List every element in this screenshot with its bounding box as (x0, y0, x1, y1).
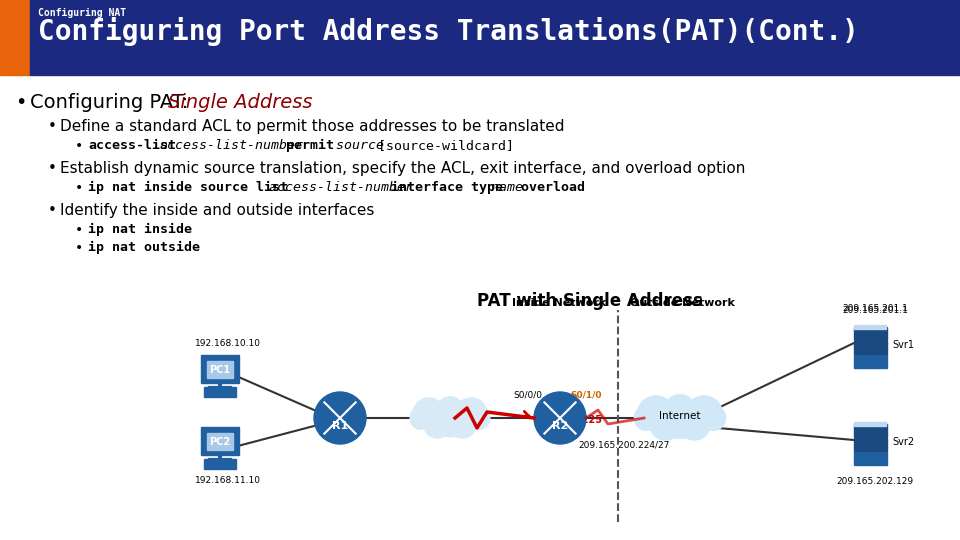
Text: Svr2: Svr2 (892, 437, 914, 447)
Text: 192.168.11.10: 192.168.11.10 (195, 476, 261, 485)
Ellipse shape (449, 413, 476, 438)
Text: ip nat inside: ip nat inside (88, 223, 192, 236)
Ellipse shape (635, 406, 659, 430)
Ellipse shape (679, 413, 709, 440)
Text: Configuring PAT:: Configuring PAT: (30, 93, 194, 112)
Text: •: • (15, 93, 26, 112)
Ellipse shape (424, 413, 450, 438)
Text: 209.165.202.129: 209.165.202.129 (836, 477, 914, 486)
Ellipse shape (702, 406, 726, 430)
Ellipse shape (686, 396, 722, 429)
Text: •: • (75, 241, 84, 255)
Circle shape (534, 392, 586, 444)
Text: 209.165.201.1: 209.165.201.1 (842, 304, 908, 313)
Text: ip nat outside: ip nat outside (88, 241, 200, 254)
FancyBboxPatch shape (204, 459, 236, 469)
Text: Single Address: Single Address (168, 93, 313, 112)
Ellipse shape (658, 397, 702, 438)
Text: Internet: Internet (660, 411, 701, 421)
Text: 192.168.10.10: 192.168.10.10 (195, 339, 261, 348)
Text: Outside Network: Outside Network (630, 298, 734, 308)
Text: Svr1: Svr1 (892, 340, 914, 350)
Text: •: • (75, 223, 84, 237)
Text: PAT with Single Address: PAT with Single Address (477, 292, 703, 310)
Text: •: • (48, 119, 57, 134)
Bar (0, 0, 30, 75)
Text: PC2: PC2 (209, 437, 230, 447)
Text: R2: R2 (552, 421, 568, 431)
Text: name: name (483, 181, 523, 194)
FancyBboxPatch shape (853, 354, 886, 368)
Text: access-list-number: access-list-number (261, 181, 413, 194)
Text: interface type: interface type (383, 181, 503, 194)
Text: S0/1/0: S0/1/0 (570, 391, 602, 400)
Ellipse shape (468, 407, 490, 429)
Text: permit: permit (278, 139, 334, 152)
Text: [source-wildcard]: [source-wildcard] (370, 139, 514, 152)
Text: •: • (48, 203, 57, 218)
Text: •: • (75, 181, 84, 195)
Text: source: source (328, 139, 384, 152)
Bar (0, 75, 960, 540)
Ellipse shape (651, 413, 681, 440)
Text: 209.165.201.1: 209.165.201.1 (842, 306, 908, 315)
Text: 209.165.200.224/27: 209.165.200.224/27 (578, 440, 669, 449)
Text: S0/0/0: S0/0/0 (514, 391, 542, 400)
Ellipse shape (638, 396, 674, 429)
FancyBboxPatch shape (853, 451, 886, 464)
Ellipse shape (431, 399, 469, 437)
FancyBboxPatch shape (201, 427, 239, 455)
Ellipse shape (413, 398, 444, 428)
FancyBboxPatch shape (207, 361, 233, 378)
Text: Establish dynamic source translation, specify the ACL, exit interface, and overl: Establish dynamic source translation, sp… (60, 161, 745, 176)
Text: ip nat inside source list: ip nat inside source list (88, 181, 288, 194)
FancyBboxPatch shape (853, 327, 886, 340)
FancyBboxPatch shape (853, 437, 886, 450)
Text: .225: .225 (578, 415, 602, 425)
Text: Identify the inside and outside interfaces: Identify the inside and outside interfac… (60, 203, 374, 218)
Text: Define a standard ACL to permit those addresses to be translated: Define a standard ACL to permit those ad… (60, 119, 564, 134)
FancyBboxPatch shape (853, 341, 886, 354)
Text: Inside Network: Inside Network (512, 298, 606, 308)
FancyBboxPatch shape (207, 433, 233, 450)
Text: Configuring Port Address Translations(PAT)(Cont.): Configuring Port Address Translations(PA… (38, 17, 859, 46)
Circle shape (314, 392, 366, 444)
Text: Configuring NAT: Configuring NAT (38, 8, 126, 18)
Text: •: • (48, 161, 57, 176)
Text: access-list: access-list (88, 139, 176, 152)
FancyBboxPatch shape (201, 355, 239, 383)
Bar (854, 422, 886, 426)
Bar (30, 0, 960, 75)
Bar (854, 325, 886, 329)
FancyBboxPatch shape (204, 387, 236, 397)
Ellipse shape (455, 398, 487, 428)
Text: overload: overload (513, 181, 585, 194)
Text: access-list-number: access-list-number (160, 139, 304, 152)
Ellipse shape (666, 395, 694, 420)
FancyBboxPatch shape (853, 423, 886, 436)
Ellipse shape (438, 397, 463, 419)
Text: R1: R1 (332, 421, 348, 431)
Text: •: • (75, 139, 84, 153)
Ellipse shape (410, 407, 431, 429)
Text: PC1: PC1 (209, 365, 230, 375)
